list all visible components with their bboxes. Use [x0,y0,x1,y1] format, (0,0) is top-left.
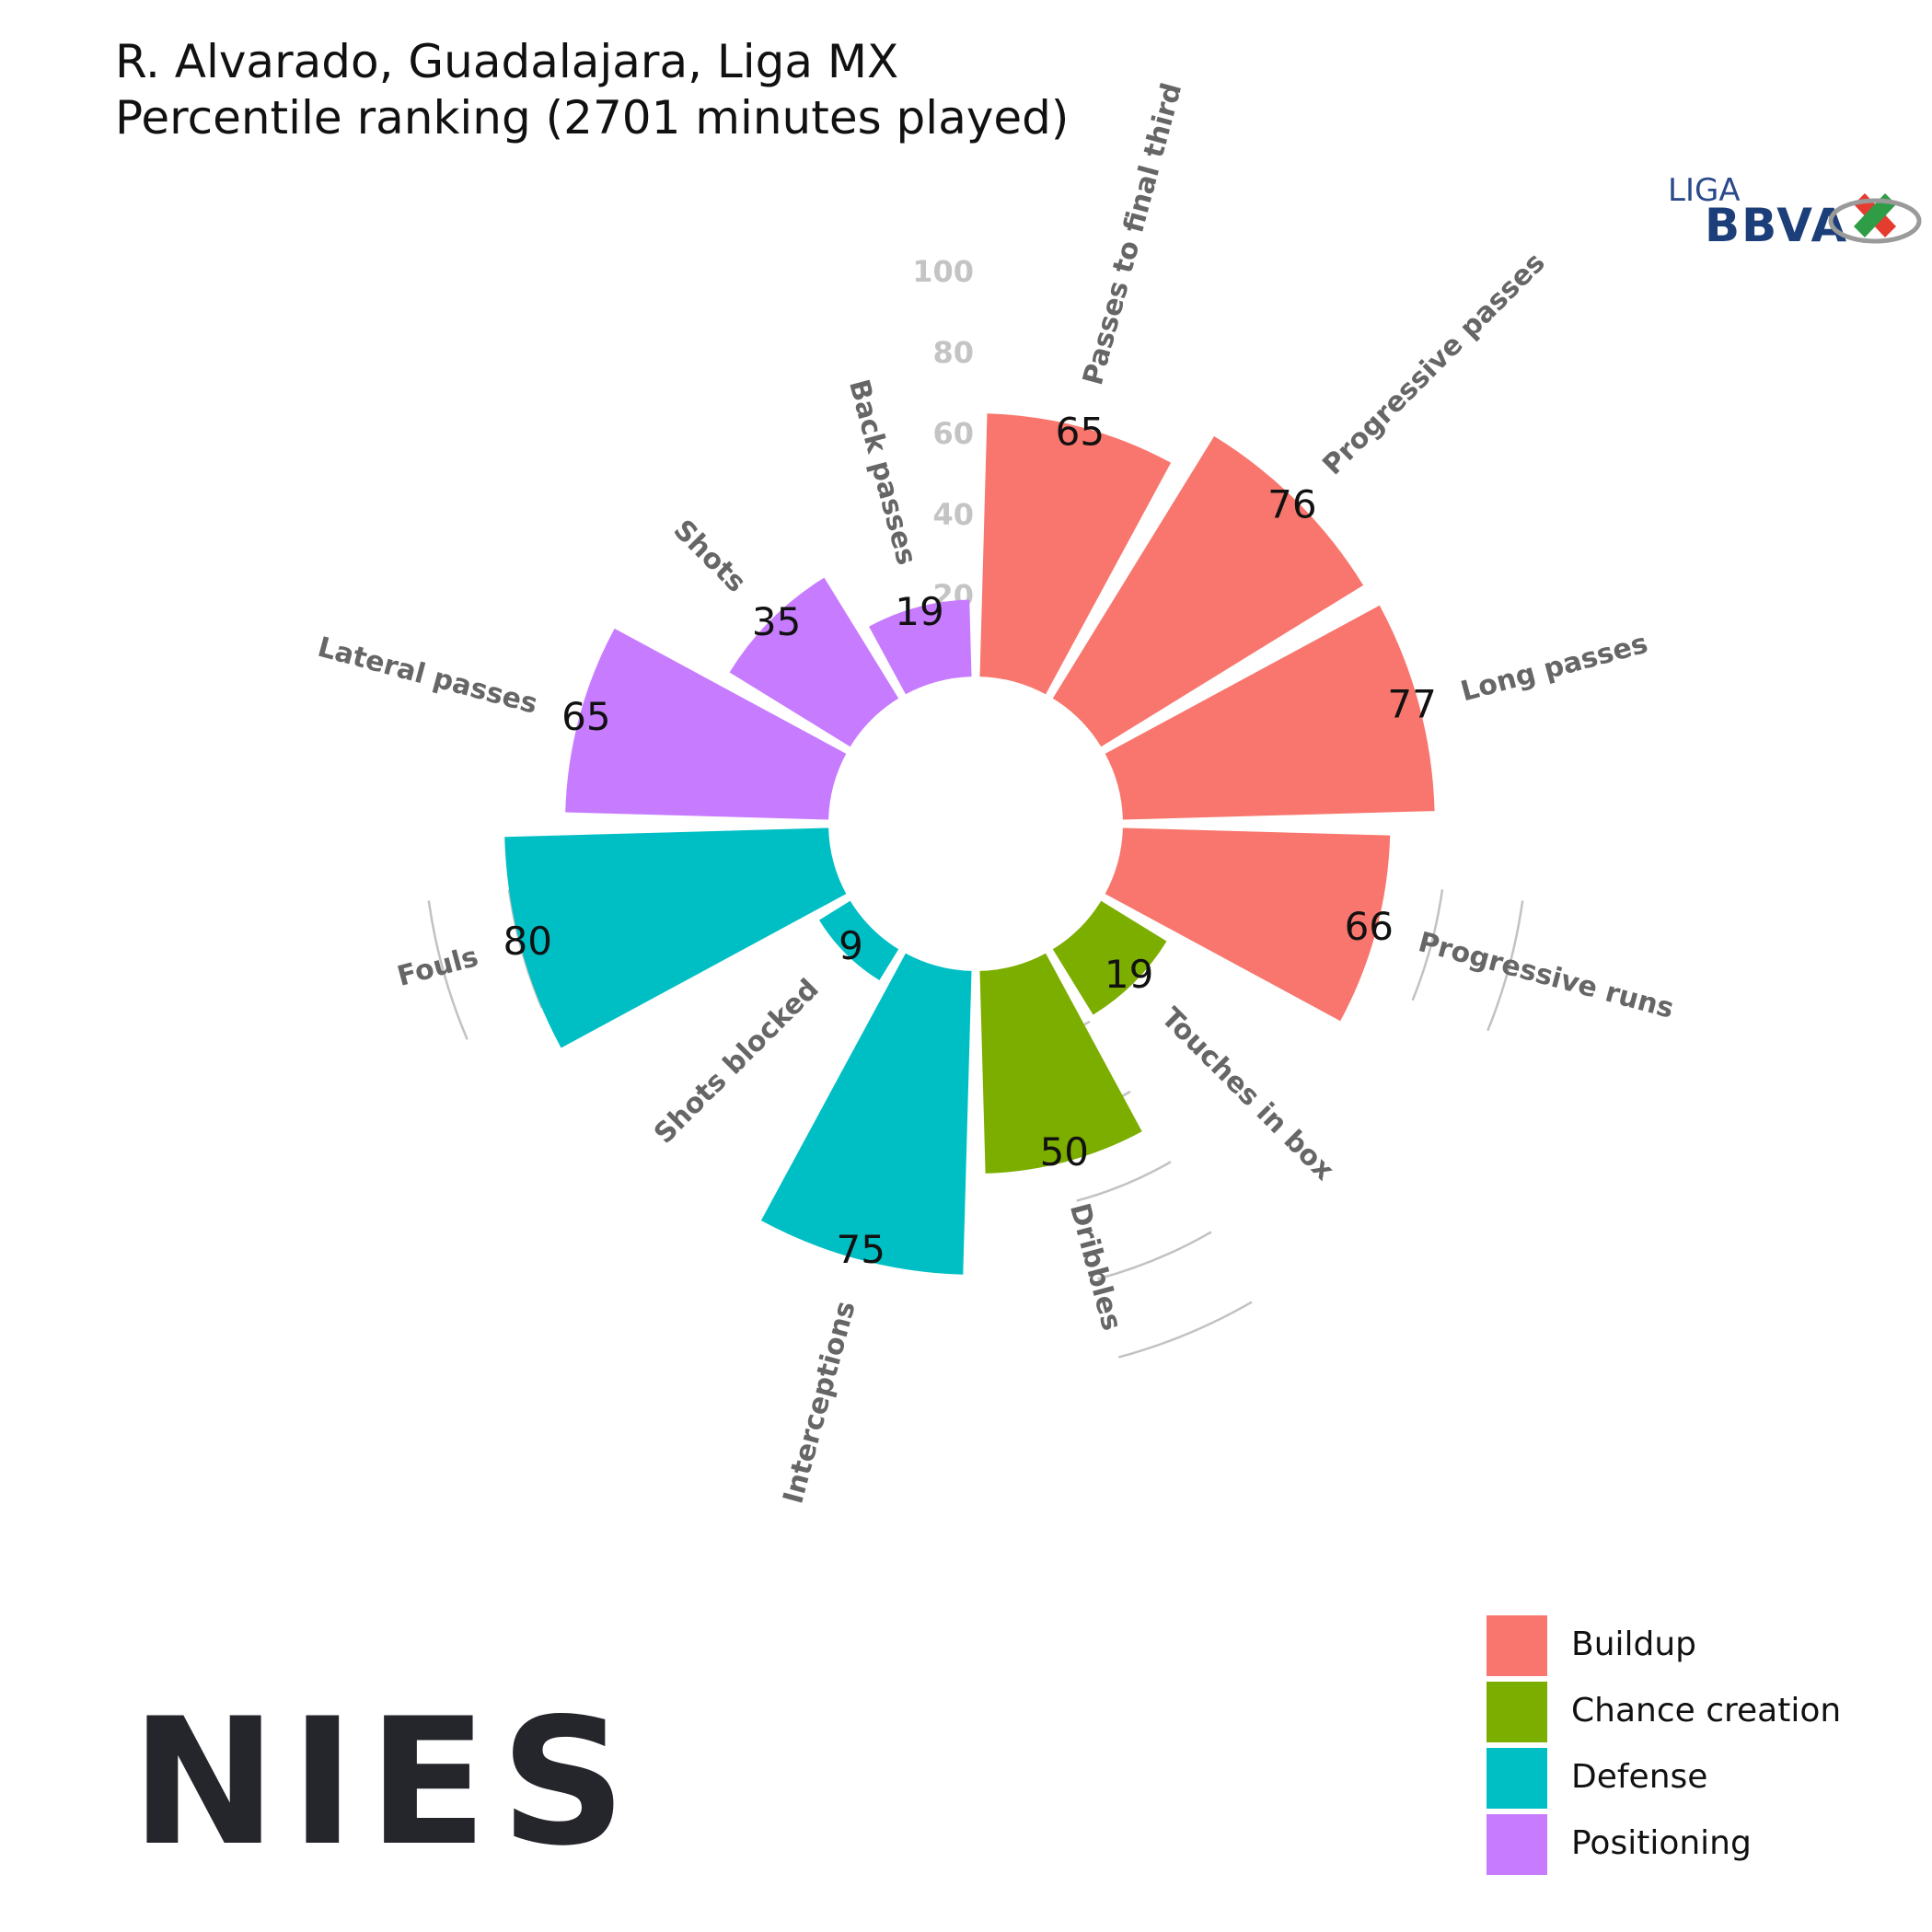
category-label-interceptions: Interceptions [777,1298,862,1507]
radial-tick-80: 80 [932,335,974,370]
value-label-interceptions: 75 [836,1227,885,1272]
grid-arc-2-4 [427,900,469,1040]
legend-swatch-buildup [1487,1615,1547,1676]
category-label-progressive-runs: Progressive runs [1415,926,1677,1025]
brand-logo-nies: NIES [131,1681,639,1884]
legend-label-positioning: Positioning [1571,1824,1752,1862]
category-label-shots: Shots [667,514,752,598]
value-label-fouls: 80 [503,919,551,964]
category-label-touches-in-box: Touches in box [1155,1001,1340,1186]
radial-tick-60: 60 [932,416,974,451]
radial-tick-40: 40 [932,497,974,532]
category-labels: Passes to final third Progressive passes L… [314,80,1677,1508]
bar-dribbles [979,953,1142,1174]
bar-passes-to-final-third [979,413,1172,695]
grid-arc-1-3 [1097,1231,1212,1280]
category-label-passes-to-final-third: Passes to final third [1077,80,1188,389]
radial-tick-100: 100 [912,254,974,289]
value-label-long-passes: 77 [1387,682,1436,727]
bar-long-passes [1105,605,1435,820]
value-label-progressive-passes: 76 [1267,482,1316,527]
legend-swatch-chance-creation [1487,1682,1547,1742]
legend-label-defense: Defense [1571,1758,1707,1796]
grid-arc-1-2 [1076,1161,1172,1202]
league-logo-liga-text: LIGA [1668,172,1741,209]
bars-layer [504,413,1435,1275]
value-label-touches-in-box: 19 [1105,952,1153,997]
bar-touches-in-box [1052,900,1167,1015]
legend-swatch-defense [1487,1748,1547,1809]
category-label-back-passes: Back passes [842,376,922,569]
bar-shots [729,577,899,747]
chart-subtitle: Percentile ranking (2701 minutes played) [115,91,1069,145]
grid-arc-0-3 [1411,889,1444,1001]
bar-interceptions [760,953,972,1275]
league-logo: LIGA BBVA [1668,172,1922,252]
bar-fouls [504,827,847,1048]
bar-progressive-passes [1052,435,1364,747]
bar-shots-blocked [819,900,899,980]
bar-progressive-runs [1105,827,1391,1022]
value-label-shots: 35 [752,599,801,644]
legend: Buildup Chance creation Defense Positioning [1487,1615,1841,1875]
category-label-long-passes: Long passes [1457,628,1651,709]
value-label-lateral-passes: 65 [561,694,610,739]
category-label-shots-blocked: Shots blocked [648,973,826,1151]
legend-label-chance-creation: Chance creation [1571,1692,1841,1730]
bar-lateral-passes [565,628,847,820]
grid-arc-1-4 [1117,1301,1253,1359]
category-label-progressive-passes: Progressive passes [1316,247,1551,481]
value-label-progressive-runs: 66 [1345,904,1394,949]
legend-label-buildup: Buildup [1571,1625,1696,1663]
value-label-dribbles: 50 [1040,1129,1089,1174]
category-label-lateral-passes: Lateral passes [314,631,540,721]
category-label-dribbles: Dribbles [1063,1200,1128,1335]
league-logo-x-mark-icon [1828,193,1922,244]
grid-arc-0-4 [1487,900,1524,1032]
chart-title: R. Alvarado, Guadalajara, Liga MX [115,35,898,88]
value-label-back-passes: 19 [895,589,943,634]
league-logo-bbva-text: BBVA [1705,199,1848,252]
bar-back-passes [869,599,972,695]
bar-value-labels: 65 76 77 66 19 50 75 9 80 65 35 19 [503,409,1436,1272]
value-label-passes-to-final-third: 65 [1056,409,1105,454]
legend-swatch-positioning [1487,1814,1547,1875]
value-label-shots-blocked: 9 [839,923,863,968]
